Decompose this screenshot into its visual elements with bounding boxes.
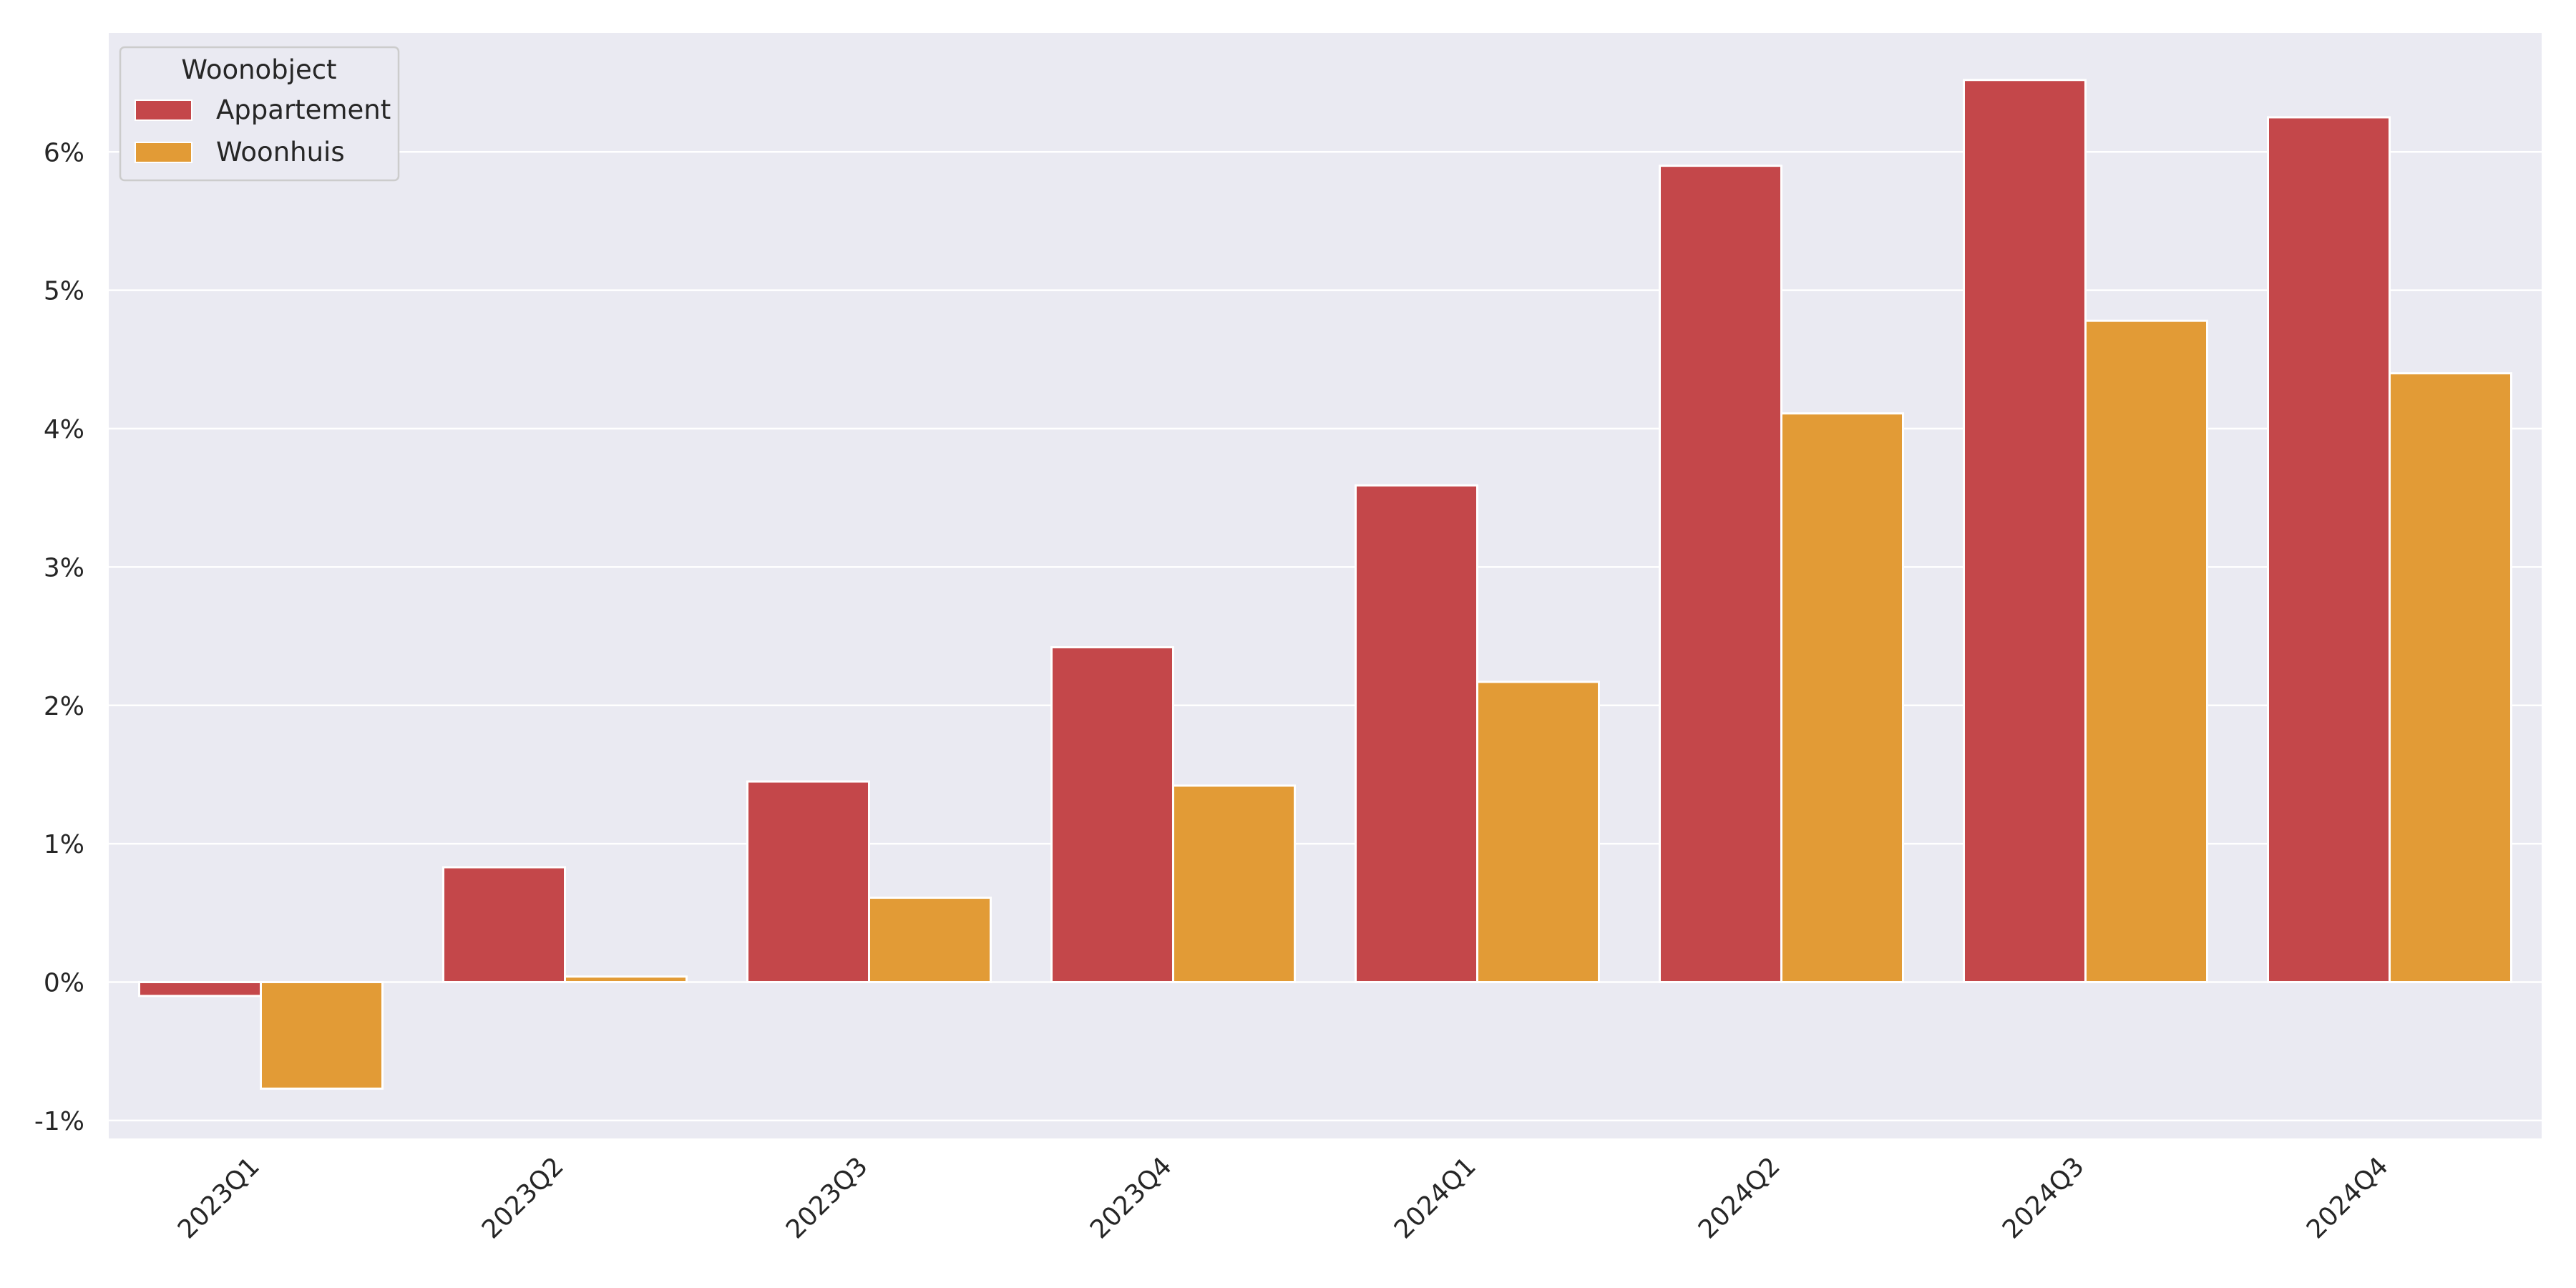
y-tick-label: 3% bbox=[44, 553, 84, 582]
x-axis-ticks: 2023Q1 2023Q2 2023Q3 2023Q4 2024Q1 2024Q2 2024… bbox=[172, 1151, 2394, 1244]
legend-swatch-appartement bbox=[135, 99, 192, 121]
bar-appartement-2024q1 bbox=[1355, 484, 1478, 983]
bar-woonhuis-2024q1 bbox=[1476, 680, 1600, 983]
x-tick-label: 2023Q1 bbox=[172, 1151, 265, 1244]
x-tick-label: 2023Q4 bbox=[1085, 1151, 1178, 1244]
bar-woonhuis-2023q2 bbox=[564, 975, 688, 983]
y-tick-label: 6% bbox=[44, 138, 84, 167]
y-tick-label: 4% bbox=[44, 415, 84, 444]
x-tick-label: 2024Q3 bbox=[1997, 1151, 2090, 1244]
bar-appartement-2024q3 bbox=[1963, 79, 2087, 983]
bar-woonhuis-2024q2 bbox=[1780, 412, 1904, 983]
bar-woonhuis-2024q4 bbox=[2389, 372, 2512, 983]
x-tick-label: 2024Q4 bbox=[2301, 1151, 2394, 1244]
bar-appartement-2023q2 bbox=[442, 866, 566, 983]
legend-swatch-woonhuis bbox=[135, 142, 192, 163]
y-axis-ticks: -1% 0% 1% 2% 3% 4% 5% 6% bbox=[34, 138, 84, 1136]
legend-label-woonhuis: Woonhuis bbox=[216, 137, 345, 167]
bar-woonhuis-2024q3 bbox=[2084, 319, 2208, 983]
bar-woonhuis-2023q3 bbox=[868, 897, 992, 983]
bar-appartement-2024q2 bbox=[1659, 165, 1782, 983]
legend-label-appartement: Appartement bbox=[216, 94, 391, 125]
x-tick-label: 2023Q2 bbox=[477, 1151, 570, 1244]
y-tick-label: 5% bbox=[44, 277, 84, 306]
bars bbox=[138, 79, 2512, 1090]
y-tick-label: 0% bbox=[44, 968, 84, 997]
bar-appartement-2023q1 bbox=[138, 980, 262, 997]
y-tick-label: 2% bbox=[44, 692, 84, 721]
x-tick-label: 2024Q1 bbox=[1389, 1151, 1482, 1244]
bar-woonhuis-2023q1 bbox=[260, 980, 384, 1090]
legend-title: Woonobject bbox=[181, 54, 336, 85]
bar-appartement-2023q3 bbox=[746, 780, 870, 983]
bar-appartement-2023q4 bbox=[1050, 646, 1174, 983]
x-tick-label: 2023Q3 bbox=[781, 1151, 874, 1244]
legend: Woonobject Appartement Woonhuis bbox=[119, 46, 400, 182]
bar-appartement-2024q4 bbox=[2267, 116, 2391, 983]
bar-woonhuis-2023q4 bbox=[1172, 784, 1296, 983]
x-tick-label: 2024Q2 bbox=[1693, 1151, 1786, 1244]
y-tick-label: 1% bbox=[44, 830, 84, 859]
y-tick-label: -1% bbox=[34, 1107, 84, 1136]
